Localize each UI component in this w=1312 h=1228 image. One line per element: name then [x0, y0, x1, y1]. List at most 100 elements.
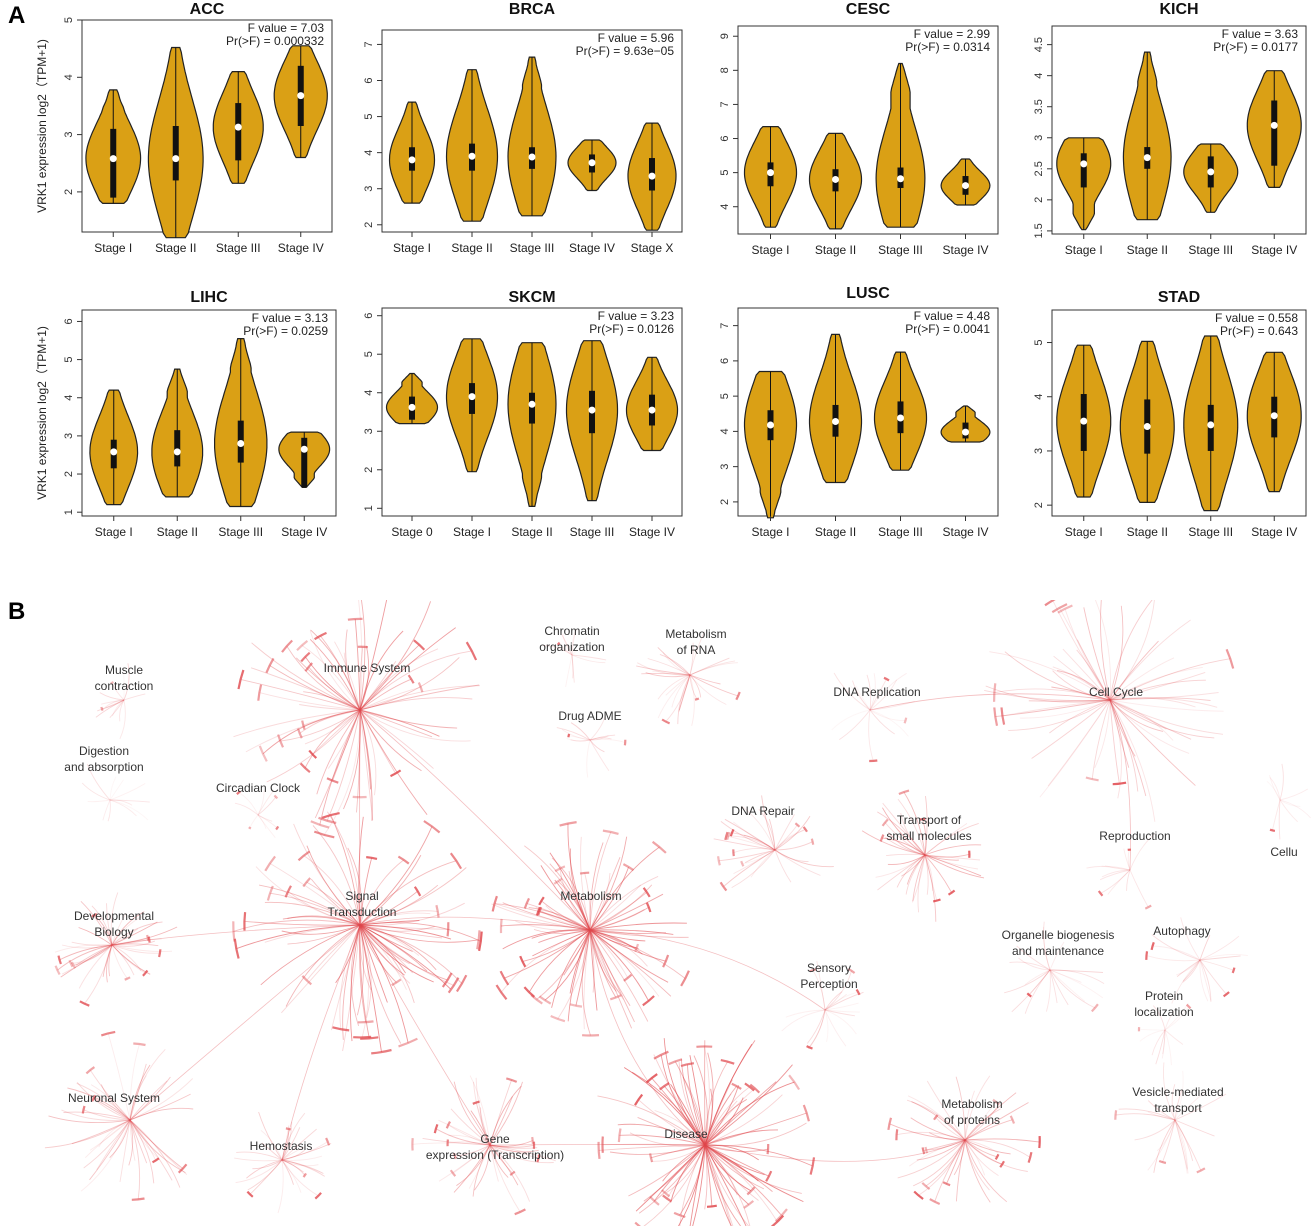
x-tick-label: Stage I: [95, 525, 133, 539]
plot-frame: [1051, 309, 1307, 517]
y-tick-label: 5: [363, 114, 375, 120]
pathway-burst: [1004, 921, 1105, 1014]
pathway-label: Cellu: [1270, 845, 1297, 859]
y-tick-label: 6: [719, 135, 731, 141]
x-tick-label: Stage I: [94, 241, 132, 255]
pathway-burst: [984, 600, 1235, 822]
violin-median: [1207, 421, 1215, 429]
pathway-label: Metabolism of proteins: [941, 1097, 1002, 1127]
violin-median: [648, 406, 656, 414]
y-tick-label: 8: [719, 67, 731, 73]
violin-median: [234, 123, 242, 131]
plot-frame: [737, 25, 999, 235]
x-tick-label: Stage IV: [569, 241, 615, 255]
pathway-burst: [95, 663, 146, 739]
f-value-label: F value = 3.13: [252, 311, 329, 325]
pathway-edge: [489, 1144, 706, 1146]
y-axis-label: VRK1 expression log2（TPM+1): [35, 39, 49, 213]
x-tick-label: Stage IV: [281, 525, 327, 539]
x-tick-label: Stage III: [218, 525, 263, 539]
violin-box: [529, 392, 535, 424]
y-tick-label: 5: [363, 351, 375, 357]
pathway-edge: [281, 924, 361, 1161]
y-tick-label: 2: [1033, 502, 1045, 508]
panel-label-a: A: [8, 2, 26, 29]
pathway-burst: [1266, 763, 1311, 840]
violin-box: [110, 128, 117, 198]
y-tick-label: 2: [63, 471, 75, 477]
pathway-burst: [781, 960, 864, 1050]
violin-median: [1207, 168, 1215, 176]
violin-median: [300, 445, 308, 453]
violin-median: [1143, 154, 1151, 162]
chart-title: ACC: [190, 1, 225, 18]
reactome-pathway-map: Muscle contraction Digestion and absorption…: [44, 600, 1311, 1226]
violin-box: [235, 103, 242, 161]
pathway-label: Neuronal System: [68, 1091, 160, 1105]
y-tick-label: 3: [363, 428, 375, 434]
x-tick-label: Stage IV: [629, 525, 675, 539]
f-value-label: F value = 2.99: [914, 27, 991, 41]
y-tick-label: 6: [63, 318, 75, 324]
pathway-burst: [597, 1038, 816, 1226]
x-tick-label: Stage III: [570, 525, 615, 539]
x-tick-label: Stage X: [631, 241, 674, 255]
y-tick-label: 2: [1033, 197, 1045, 203]
pathway-label: Autophagy: [1153, 924, 1210, 938]
y-tick-label: 1.5: [1033, 223, 1045, 238]
violin-median: [962, 182, 969, 190]
x-tick-label: Stage III: [216, 241, 261, 255]
pathway-label: Protein localization: [1134, 989, 1193, 1019]
violin-box: [172, 126, 179, 181]
y-tick-label: 5: [63, 17, 75, 23]
pathway-bursts: [44, 600, 1311, 1226]
x-tick-label: Stage II: [451, 241, 492, 255]
pathway-edge: [359, 709, 591, 931]
violin-median: [172, 155, 180, 163]
pathway-edge: [359, 916, 591, 931]
y-tick-label: 3.5: [1033, 99, 1045, 114]
pathway-label: Hemostasis: [250, 1139, 313, 1153]
x-tick-label: Stage III: [878, 525, 923, 539]
violin-median: [897, 175, 904, 183]
y-tick-label: 2: [63, 189, 75, 195]
y-tick-label: 5: [1033, 339, 1045, 345]
violin-median: [588, 406, 596, 414]
pathway-label: Immune System: [324, 661, 411, 675]
pathway-label: Metabolism: [560, 889, 621, 903]
chart-title: LUSC: [846, 285, 890, 302]
pathway-burst: [831, 672, 915, 763]
x-tick-label: Stage IV: [942, 525, 988, 539]
pathway-burst: [411, 1075, 556, 1216]
violin-median: [408, 403, 416, 411]
pathway-label: Cell Cycle: [1089, 685, 1143, 699]
x-tick-label: Stage 0: [391, 525, 433, 539]
chart-title: CESC: [846, 1, 891, 18]
pathway-label: Reproduction: [1099, 829, 1170, 843]
x-tick-label: Stage II: [815, 243, 856, 257]
pathway-label: Muscle contraction: [95, 663, 154, 693]
y-tick-label: 7: [363, 41, 375, 47]
y-tick-label: 9: [719, 33, 731, 39]
violin-box: [1271, 100, 1278, 166]
x-tick-label: Stage IV: [278, 241, 324, 255]
y-tick-label: 7: [719, 323, 731, 329]
pathway-burst: [44, 1030, 194, 1201]
pathway-burst: [713, 795, 834, 892]
y-tick-label: 6: [363, 313, 375, 319]
y-axis-label: VRK1 expression log2（TPM+1): [35, 326, 49, 500]
violin-box: [174, 430, 181, 467]
pathway-label: Circadian Clock: [216, 781, 301, 795]
y-tick-label: 4: [363, 390, 375, 396]
violin-box: [301, 437, 308, 488]
pathway-burst: [234, 1111, 332, 1214]
violin-median: [297, 92, 305, 100]
pathway-burst: [1145, 917, 1248, 1004]
f-value-label: F value = 5.96: [598, 31, 675, 45]
x-tick-label: Stage III: [878, 243, 923, 257]
violin-median: [1080, 160, 1088, 168]
